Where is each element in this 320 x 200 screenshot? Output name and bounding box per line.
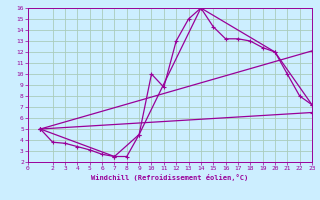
X-axis label: Windchill (Refroidissement éolien,°C): Windchill (Refroidissement éolien,°C): [92, 174, 249, 181]
